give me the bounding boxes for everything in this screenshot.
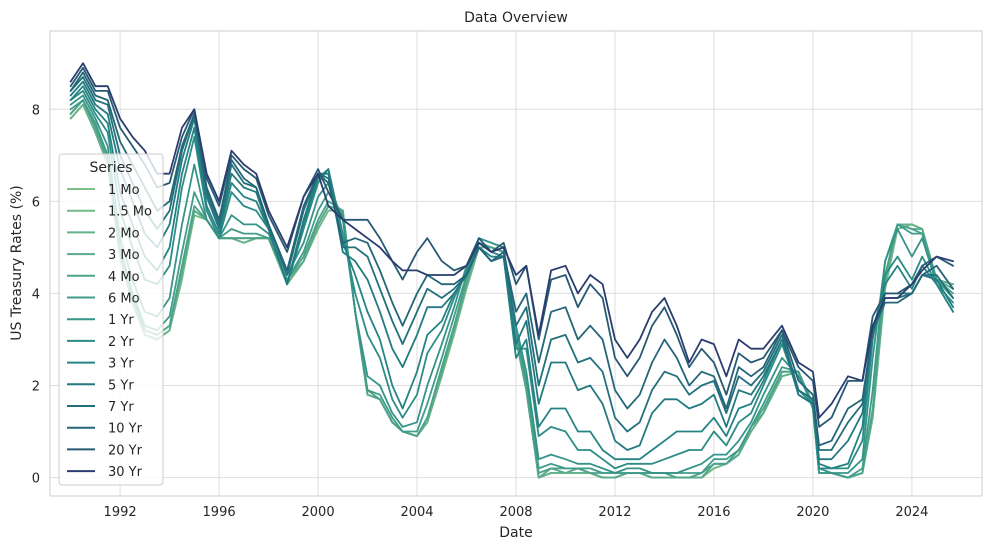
legend-label: 10 Yr bbox=[108, 422, 143, 437]
plot-frame bbox=[49, 30, 983, 497]
series-line bbox=[69, 76, 954, 451]
series-line bbox=[69, 71, 954, 447]
x-tick-label: 2020 bbox=[796, 505, 829, 520]
series-line bbox=[69, 66, 954, 428]
legend-label: 1 Yr bbox=[108, 313, 134, 328]
series-layer bbox=[69, 62, 954, 479]
legend-label: 2 Yr bbox=[108, 335, 134, 350]
series-line bbox=[69, 80, 954, 461]
legend-label: 1.5 Mo bbox=[108, 205, 152, 220]
x-tick-label: 1992 bbox=[104, 505, 137, 520]
y-tick-label: 4 bbox=[32, 287, 40, 302]
y-axis-title: US Treasury Rates (%) bbox=[9, 185, 25, 340]
legend-label: 3 Mo bbox=[108, 248, 140, 263]
legend-label: 5 Yr bbox=[108, 378, 134, 393]
legend-label: 1 Mo bbox=[108, 183, 140, 198]
legend: Series 1 Mo 1.5 Mo 2 Mo 3 Mo 4 Mo 6 Mo 1 Yr 2 Y… bbox=[58, 153, 164, 486]
y-tick-label: 8 bbox=[32, 103, 40, 118]
x-tick-label: 2024 bbox=[895, 505, 928, 520]
x-axis-title: Date bbox=[499, 525, 532, 541]
y-tick-label: 6 bbox=[32, 195, 40, 210]
legend-label: 6 Mo bbox=[108, 292, 140, 307]
x-tick-label: 2000 bbox=[302, 505, 335, 520]
legend-title: Series bbox=[89, 160, 132, 176]
x-tick-label: 1996 bbox=[203, 505, 236, 520]
legend-label: 4 Mo bbox=[108, 270, 140, 285]
grid bbox=[50, 31, 982, 496]
x-tick-label: 2012 bbox=[598, 505, 631, 520]
legend-label: 30 Yr bbox=[108, 465, 143, 480]
x-tick-label: 2008 bbox=[499, 505, 532, 520]
y-tick-label: 0 bbox=[32, 472, 40, 487]
legend-label: 20 Yr bbox=[108, 443, 143, 458]
x-tick-labels: 1992 1996 2000 2004 2008 2012 2016 2020 2024 bbox=[104, 505, 929, 520]
legend-items: 1 Mo 1.5 Mo 2 Mo 3 Mo 4 Mo 6 Mo 1 Yr 2 Yr 3 Yr 5 … bbox=[67, 183, 152, 480]
legend-box bbox=[58, 153, 164, 486]
legend-label: 3 Yr bbox=[108, 357, 134, 372]
legend-label: 2 Mo bbox=[108, 226, 140, 241]
y-tick-labels: 0 2 4 6 8 bbox=[32, 103, 40, 486]
x-tick-label: 2004 bbox=[400, 505, 433, 520]
x-tick-label: 2016 bbox=[697, 505, 730, 520]
chart-title: Data Overview bbox=[464, 10, 568, 26]
series-line bbox=[69, 62, 954, 419]
y-tick-label: 2 bbox=[32, 380, 40, 395]
legend-label: 7 Yr bbox=[108, 400, 134, 415]
